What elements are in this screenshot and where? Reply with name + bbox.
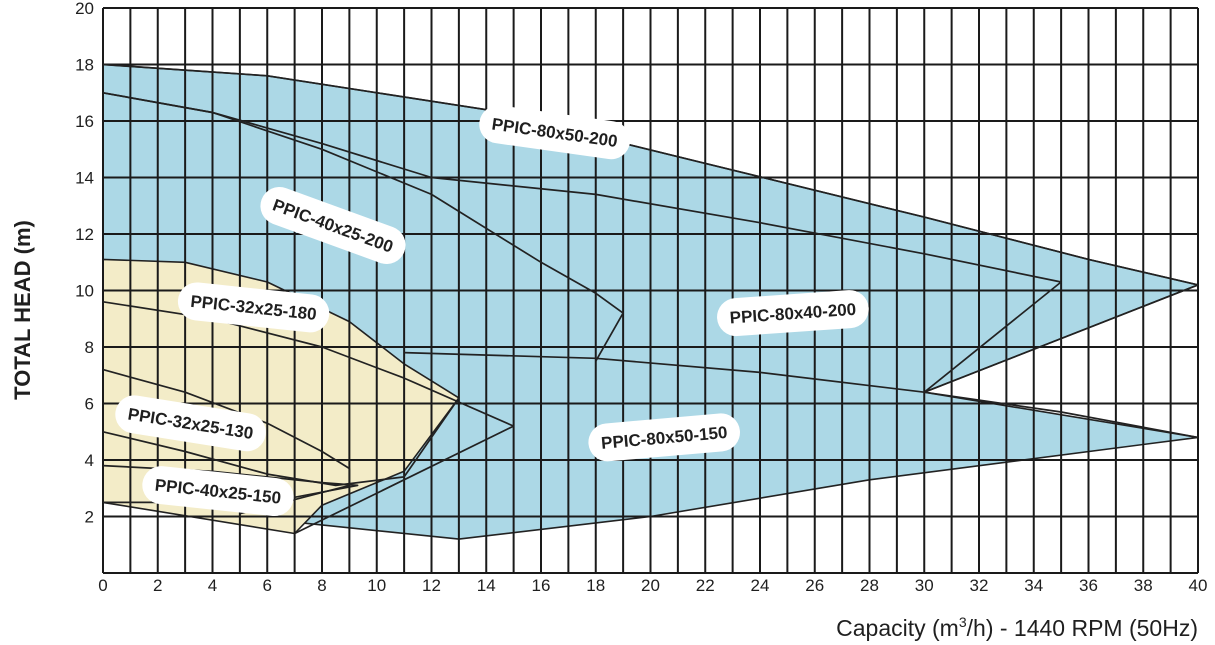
- region-label-pill: [717, 290, 869, 337]
- ppic-32x25-180-upper: [102, 300, 514, 427]
- x-tick-label: 26: [805, 576, 824, 595]
- region-label: PPIC-80x50-150: [588, 413, 740, 462]
- y-tick-label: 14: [75, 169, 94, 188]
- x-tick-label: 22: [696, 576, 715, 595]
- ppic-40x25-200-head: [102, 91, 624, 362]
- x-tick-label: 30: [915, 576, 934, 595]
- x-tick-label: 24: [751, 576, 770, 595]
- x-tick-label: 0: [98, 576, 107, 595]
- ppic-80x40-200-head: [102, 91, 1062, 283]
- x-tick-label: 38: [1134, 576, 1153, 595]
- ppic-32x25-180-lower: [294, 425, 514, 535]
- x-tick-label: 16: [532, 576, 551, 595]
- region-label-pill: [177, 282, 330, 333]
- x-tick-label: 12: [422, 576, 441, 595]
- x-axis-label: Capacity (m3/h) - 1440 RPM (50Hz): [836, 614, 1198, 641]
- x-tick-label: 2: [153, 576, 162, 595]
- y-axis-label: TOTAL HEAD (m): [10, 220, 35, 400]
- x-tick-label: 18: [586, 576, 605, 595]
- y-tick-label: 18: [75, 56, 94, 75]
- y-tick-labels: 2 4 6 8 10 12 14 16 18 20: [75, 0, 94, 527]
- y-tick-label: 12: [75, 225, 94, 244]
- x-tick-labels: 0 2 4 6 8 10 12 14 16 18 20 22 24 26 28 30 32 34 36 38 40: [98, 576, 1207, 595]
- region-label: PPIC-80x50-200: [479, 105, 631, 160]
- x-tick-label: 4: [208, 576, 217, 595]
- x-tick-label: 6: [263, 576, 272, 595]
- y-tick-label: 4: [85, 451, 94, 470]
- x-tick-label: 34: [1024, 576, 1043, 595]
- ppic-80x50-150-head: [404, 351, 1199, 439]
- region-label-pill: [142, 466, 294, 517]
- x-axis-label-suffix: /h) - 1440 RPM (50Hz): [967, 615, 1198, 641]
- region-label: PPIC-40x25-150: [142, 466, 294, 517]
- x-axis-label-superscript: 3: [959, 614, 967, 630]
- region-label-pill: [479, 105, 631, 160]
- x-tick-label: 28: [860, 576, 879, 595]
- x-tick-label: 36: [1079, 576, 1098, 595]
- y-tick-label: 16: [75, 112, 94, 131]
- x-tick-label: 14: [477, 576, 496, 595]
- y-tick-label: 8: [85, 338, 94, 357]
- x-axis-label-prefix: Capacity (m: [836, 615, 959, 641]
- y-tick-label: 2: [85, 508, 94, 527]
- region-label: PPIC-80x40-200: [717, 290, 869, 337]
- region-label-pill: [260, 187, 406, 264]
- x-tick-label: 40: [1189, 576, 1208, 595]
- x-tick-label: 20: [641, 576, 660, 595]
- ppic-32x25-130-head: [102, 368, 350, 470]
- y-tick-label: 6: [85, 395, 94, 414]
- x-tick-label: 8: [317, 576, 326, 595]
- curves-layer: [102, 63, 1199, 535]
- region-label: PPIC-32x25-180: [177, 282, 330, 333]
- ppic-80x50-200-head: [102, 63, 1199, 286]
- x-tick-label: 10: [367, 576, 386, 595]
- region-label-pill: [588, 413, 740, 462]
- y-tick-label: 10: [75, 282, 94, 301]
- x-tick-label: 32: [970, 576, 989, 595]
- y-tick-label: 20: [75, 0, 94, 18]
- region-label-pill: [115, 395, 266, 452]
